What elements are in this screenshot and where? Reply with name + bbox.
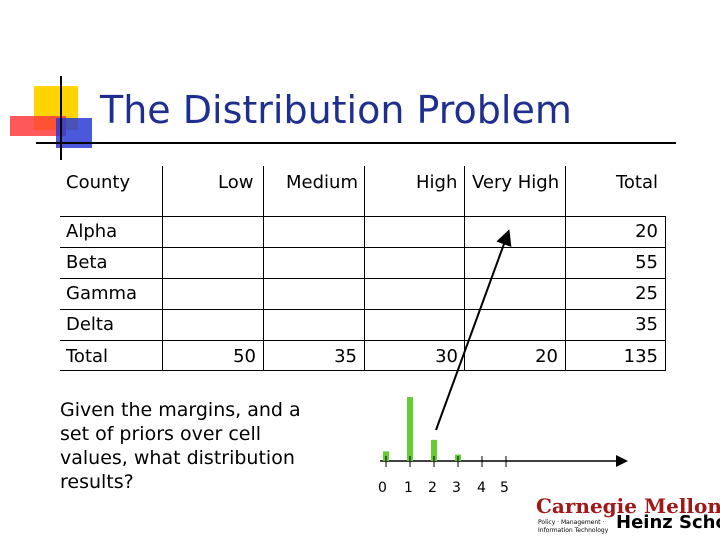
histogram-bar [407,397,413,461]
grid-vline [162,166,163,370]
histogram-ticks [385,456,507,467]
header-medium: Medium [286,172,358,193]
logo-heinz-school: Heinz School [616,512,720,533]
row-county-label: Gamma [66,283,138,304]
title-underline [36,142,676,144]
total-low: 50 [233,346,256,367]
row-total-value: 20 [635,221,658,242]
header-low: Low [218,172,254,193]
row-county-label: Alpha [66,221,118,242]
histogram-bars [383,397,461,461]
grid-hline [60,278,666,279]
tick-label: 2 [428,480,437,496]
grid-vline [565,166,566,370]
total-medium: 35 [334,346,357,367]
grid-vline [364,166,365,370]
tick-label: 5 [500,480,509,496]
page-title: The Distribution Problem [100,88,572,132]
pointer-arrow [435,229,512,431]
total-grand: 135 [623,346,658,367]
grid-vline [464,166,465,370]
logo-cmu-name: Carnegie Mellon [536,494,720,518]
grid-hline [60,340,666,341]
logo-subtitle-line2: Information Technology [538,527,609,534]
header-high: High [416,172,458,193]
header-county: County [66,172,131,193]
grid-vline [263,166,264,370]
row-county-label: Beta [66,252,108,273]
question-text: Given the margins, and a set of priors o… [60,399,301,493]
logo-subtitle-line1: Policy · Management · [538,519,605,526]
tick-label: 1 [404,480,413,496]
grid-hline [60,216,666,217]
header-total: Total [615,172,658,193]
row-total-value: 35 [635,314,658,335]
decor-red-bar [10,116,66,136]
row-total-value: 55 [635,252,658,273]
histogram-bar [431,439,437,461]
tick-label: 0 [378,480,387,496]
tick-label: 3 [452,480,461,496]
total-very-high: 20 [535,346,558,367]
totals-label: Total [66,346,109,367]
grid-hline [60,309,666,310]
total-high: 30 [435,346,458,367]
grid-hline [60,370,666,371]
row-county-label: Delta [66,314,115,335]
tick-label: 4 [477,480,486,496]
grid-hline [60,247,666,248]
row-total-value: 25 [635,283,658,304]
header-very-high: Very High [472,172,560,193]
grid-vline [665,216,666,370]
decor-vertical-line [60,76,62,160]
